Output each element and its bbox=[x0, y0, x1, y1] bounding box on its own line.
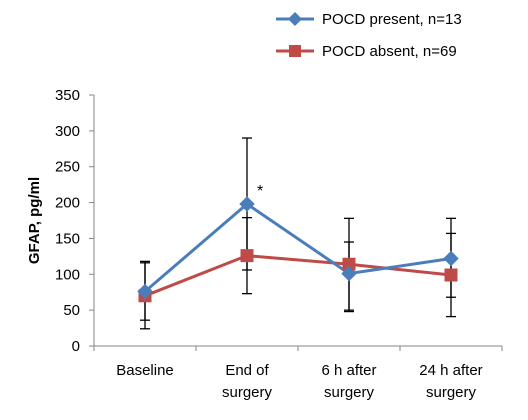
y-tick-label: 50 bbox=[63, 302, 80, 319]
x-tick-label: 24 h after surgery bbox=[419, 362, 482, 401]
y-tick-label: 100 bbox=[55, 266, 80, 283]
data-point-pocd-present bbox=[341, 265, 357, 282]
significance-asterisk: * bbox=[257, 183, 263, 200]
y-tick-label: 150 bbox=[55, 230, 80, 247]
error-bars bbox=[140, 137, 456, 330]
series-line-pocd-absent bbox=[144, 254, 452, 298]
x-tick-label: End of surgery bbox=[222, 362, 273, 401]
x-tick-label: Baseline bbox=[116, 362, 174, 379]
legend-marker-pocd-absent bbox=[289, 45, 301, 57]
data-point-pocd-present bbox=[239, 196, 255, 212]
chart-annotations: * bbox=[257, 183, 263, 200]
y-tick-label: 250 bbox=[55, 159, 80, 176]
series-markers bbox=[137, 196, 459, 303]
y-tick-label: 350 bbox=[55, 87, 80, 104]
y-tick-label: 0 bbox=[72, 338, 80, 355]
data-point-pocd-absent bbox=[444, 268, 458, 282]
legend: POCD present, n=13 POCD absent, n=69 bbox=[276, 11, 462, 60]
data-point-pocd-present bbox=[443, 250, 459, 267]
series-lines bbox=[144, 202, 452, 298]
legend-marker-pocd-present bbox=[288, 12, 302, 26]
chart-axes: 0 50 100 150 200 250 300 350 Baseline End of surge… bbox=[26, 87, 503, 401]
data-point-pocd-absent bbox=[240, 249, 254, 263]
legend-label-pocd-absent: POCD absent, n=69 bbox=[322, 43, 457, 60]
y-axis-label: GFAP, pg/ml bbox=[26, 177, 43, 264]
y-tick-label: 200 bbox=[55, 195, 80, 212]
data-point-pocd-present bbox=[137, 283, 153, 300]
x-tick-label: 6 h after surgery bbox=[321, 362, 376, 401]
legend-label-pocd-present: POCD present, n=13 bbox=[322, 11, 462, 28]
y-tick-label: 300 bbox=[55, 123, 80, 140]
series-line-pocd-present bbox=[144, 202, 452, 293]
